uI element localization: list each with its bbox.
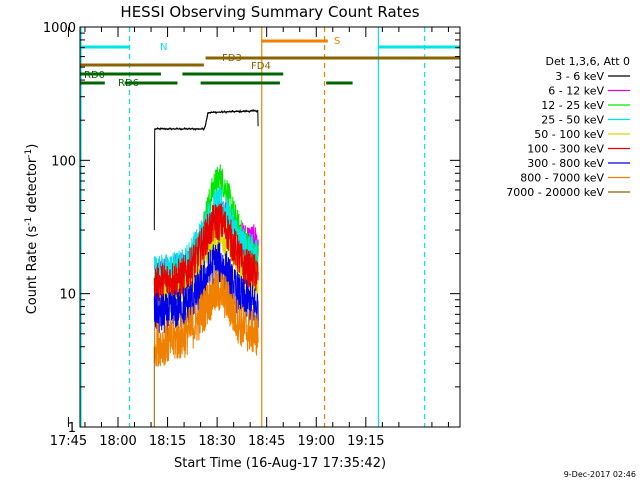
flag-label-s: S <box>334 36 340 47</box>
y-axis-label-part: -1 <box>24 149 34 158</box>
legend-entry-label: 6 - 12 keV <box>548 85 604 98</box>
flag-label-n: N <box>160 42 167 53</box>
y-axis-label-part: -1 <box>24 217 34 226</box>
x-tick-label: 18:00 <box>99 434 136 449</box>
legend-entry-label: 300 - 800 keV <box>527 157 604 170</box>
series-100-300-kev <box>153 203 259 302</box>
series-3-6-kev <box>153 109 259 231</box>
flag-label-fd4: FD4 <box>251 61 271 72</box>
x-tick-label: 17:45 <box>50 434 87 449</box>
plot-area: N S FD3 FD4 RD0 RD6 1 10 100 1000 17:45 18:00 18:15 1… <box>43 21 461 449</box>
series-800-7000-kev <box>153 270 259 367</box>
x-tick-label: 18:45 <box>248 434 285 449</box>
y-tick-label: 100 <box>51 154 76 169</box>
y-tick-label: 10 <box>59 288 76 303</box>
legend-entry-label: 50 - 100 keV <box>534 128 604 141</box>
y-tick-label: 1000 <box>43 21 76 36</box>
y-tick-label: 1 <box>68 421 76 436</box>
x-tick-label: 19:15 <box>347 434 384 449</box>
chart-title: HESSI Observing Summary Count Rates <box>120 3 419 21</box>
x-tick-label: 18:15 <box>149 434 186 449</box>
plot-frame <box>79 26 461 428</box>
legend-entry-label: 800 - 7000 keV <box>520 172 604 185</box>
flag-label-rd6: RD6 <box>118 78 139 89</box>
legend-entry-label: 7000 - 20000 keV <box>506 186 604 199</box>
legend-entry-label: 12 - 25 keV <box>541 99 604 112</box>
footer-date: 9-Dec-2017 02:46 <box>564 470 636 479</box>
y-axis-label: Count Rate (s-1 detector-1) <box>24 144 40 315</box>
y-axis-label-part: Count Rate (s <box>25 226 40 315</box>
legend-entry-label: 25 - 50 keV <box>541 114 604 127</box>
y-axis-label-part: ) <box>25 144 40 149</box>
legend-entry-label: 3 - 6 keV <box>555 70 604 83</box>
legend-header: Det 1,3,6, Att 0 <box>546 55 630 68</box>
flag-label-fd3: FD3 <box>222 53 242 64</box>
x-tick-label: 18:30 <box>198 434 235 449</box>
legend-entry-label: 100 - 300 keV <box>527 143 604 156</box>
x-axis-label: Start Time (16-Aug-17 17:35:42) <box>174 456 386 471</box>
flag-label-rd0: RD0 <box>84 70 105 81</box>
y-axis-label-part: detector <box>25 157 40 217</box>
x-tick-label: 19:00 <box>298 434 335 449</box>
